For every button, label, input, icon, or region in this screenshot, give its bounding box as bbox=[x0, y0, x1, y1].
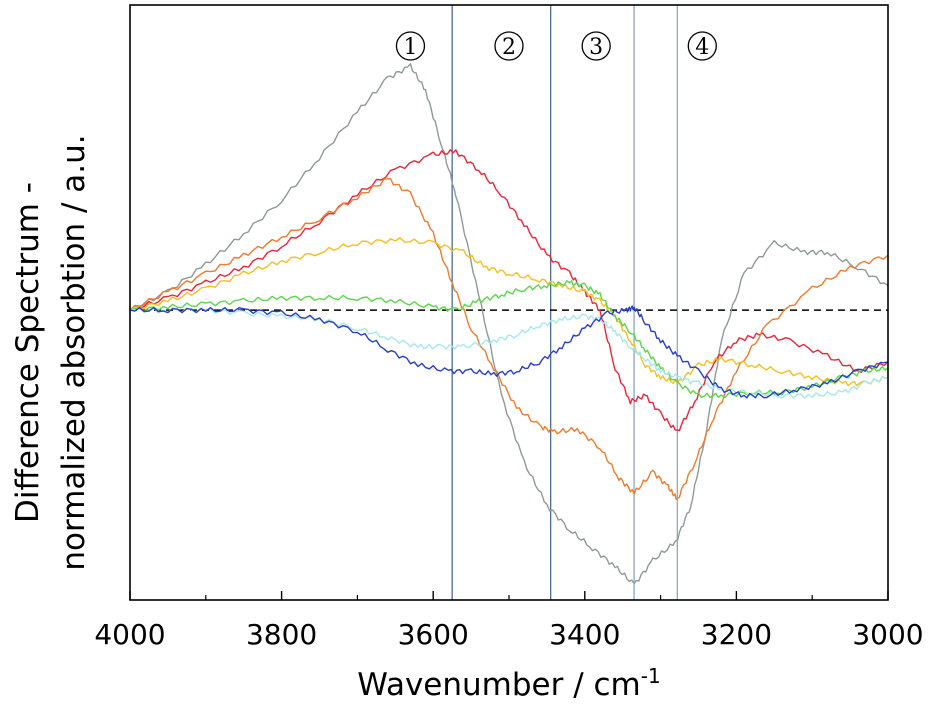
region-label-circle bbox=[494, 31, 524, 61]
x-axis-ticks: 4000 3800 3600 3400 3200 3000 bbox=[94, 591, 924, 651]
reference-lines bbox=[451, 5, 678, 600]
region-label-4: 4 bbox=[687, 31, 717, 61]
x-tick-label-3200: 3200 bbox=[701, 618, 772, 651]
region-label-3: 3 bbox=[581, 31, 611, 61]
region-label-text: 4 bbox=[695, 35, 709, 60]
x-axis-title: Wavenumber / cm-1 bbox=[357, 664, 660, 703]
y-axis-title-line-1: Difference Spectrum - bbox=[10, 182, 46, 523]
region-label-2: 2 bbox=[494, 31, 524, 61]
x-tick-label-3800: 3800 bbox=[246, 618, 317, 651]
region-label-text: 3 bbox=[589, 35, 603, 60]
series-line-5 bbox=[129, 280, 889, 399]
y-axis-title-line-2: normalized absorbtion / a.u. bbox=[56, 134, 92, 570]
x-tick-label-3600: 3600 bbox=[398, 618, 469, 651]
series-line-4 bbox=[129, 237, 889, 387]
region-label-circle bbox=[395, 31, 426, 61]
region-labels: 1 2 3 4 bbox=[395, 31, 717, 61]
series-line-7 bbox=[129, 305, 889, 399]
region-label-text: 1 bbox=[403, 35, 417, 60]
region-label-circle bbox=[687, 31, 717, 61]
x-tick-label-3400: 3400 bbox=[549, 618, 620, 651]
x-tick-label-3000: 3000 bbox=[852, 618, 923, 651]
plot-frame bbox=[129, 4, 889, 601]
series-layer bbox=[129, 63, 889, 585]
series-line-6 bbox=[130, 307, 889, 399]
series-line-2 bbox=[129, 149, 889, 432]
x-axis-title-text: Wavenumber / cm bbox=[357, 667, 640, 703]
series-line-3 bbox=[129, 177, 889, 500]
x-axis-title-superscript: -1 bbox=[641, 664, 661, 688]
region-label-circle bbox=[581, 31, 611, 61]
region-label-1: 1 bbox=[395, 31, 426, 61]
region-label-text: 2 bbox=[502, 35, 516, 60]
series-line-1 bbox=[129, 63, 889, 585]
x-tick-label-4000: 4000 bbox=[94, 618, 165, 651]
